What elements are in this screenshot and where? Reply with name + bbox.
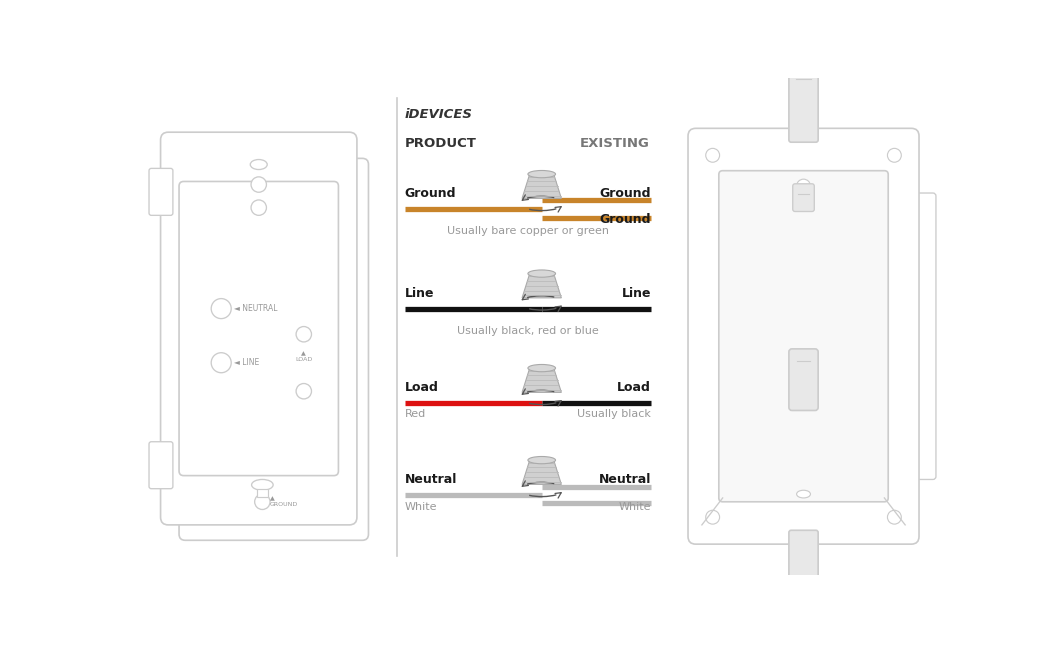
Circle shape — [796, 179, 810, 193]
Text: EXISTING: EXISTING — [580, 137, 650, 150]
Circle shape — [297, 326, 311, 342]
Circle shape — [705, 510, 720, 524]
Text: Neutral: Neutral — [598, 473, 651, 486]
Ellipse shape — [250, 160, 267, 169]
Circle shape — [888, 149, 901, 162]
Text: ◄ LINE: ◄ LINE — [234, 359, 259, 367]
Text: Load: Load — [405, 381, 438, 394]
Bar — [257, 490, 267, 497]
Text: White: White — [405, 501, 437, 512]
Circle shape — [705, 149, 720, 162]
Text: White: White — [618, 501, 651, 512]
Ellipse shape — [528, 457, 555, 464]
Text: Red: Red — [405, 410, 425, 419]
Text: Line: Line — [621, 287, 651, 300]
Text: Ground: Ground — [599, 213, 651, 226]
Ellipse shape — [528, 171, 555, 178]
Circle shape — [252, 200, 266, 215]
Polygon shape — [522, 460, 562, 484]
Text: Line: Line — [405, 287, 434, 300]
Text: Neutral: Neutral — [405, 473, 457, 486]
FancyBboxPatch shape — [789, 72, 818, 142]
Circle shape — [888, 510, 901, 524]
Ellipse shape — [528, 364, 555, 371]
FancyBboxPatch shape — [689, 129, 919, 544]
FancyBboxPatch shape — [149, 169, 173, 215]
Circle shape — [255, 494, 270, 510]
Text: Usually black, red or blue: Usually black, red or blue — [457, 326, 598, 336]
Circle shape — [252, 177, 266, 193]
Text: ▲
GROUND: ▲ GROUND — [270, 496, 299, 507]
FancyBboxPatch shape — [719, 171, 889, 502]
Ellipse shape — [796, 490, 810, 498]
Ellipse shape — [252, 479, 274, 490]
Text: ◄ NEUTRAL: ◄ NEUTRAL — [234, 304, 277, 313]
Text: Load: Load — [617, 381, 651, 394]
Ellipse shape — [528, 270, 555, 277]
FancyBboxPatch shape — [789, 530, 818, 600]
Text: ▲
LOAD: ▲ LOAD — [296, 351, 312, 362]
Polygon shape — [522, 274, 562, 298]
FancyBboxPatch shape — [789, 349, 818, 410]
Text: Ground: Ground — [405, 187, 456, 200]
Text: iDEVICES: iDEVICES — [405, 108, 473, 121]
Circle shape — [297, 384, 311, 399]
FancyBboxPatch shape — [907, 193, 936, 479]
FancyBboxPatch shape — [160, 132, 357, 525]
FancyBboxPatch shape — [179, 182, 339, 475]
Circle shape — [212, 298, 232, 318]
FancyBboxPatch shape — [179, 158, 369, 540]
Text: Usually bare copper or green: Usually bare copper or green — [446, 226, 609, 236]
Circle shape — [212, 353, 232, 373]
Text: Ground: Ground — [599, 187, 651, 200]
Text: Usually black: Usually black — [577, 410, 651, 419]
FancyBboxPatch shape — [149, 442, 173, 489]
Polygon shape — [522, 368, 562, 392]
FancyBboxPatch shape — [792, 183, 814, 211]
Text: PRODUCT: PRODUCT — [405, 137, 477, 150]
Polygon shape — [522, 174, 562, 198]
